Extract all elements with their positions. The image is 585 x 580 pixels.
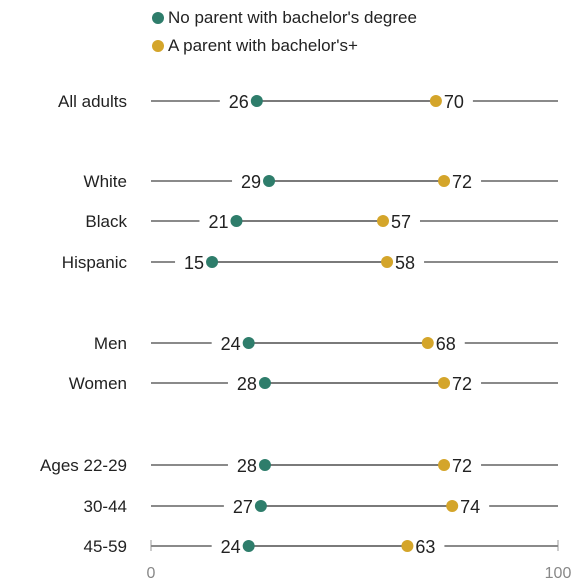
- value-label-no-parent: 15: [184, 253, 204, 273]
- dot-parent-bachelors: [438, 175, 451, 187]
- dot-no-parent: [242, 540, 255, 552]
- value-label-parent-bachelors: 58: [395, 253, 415, 273]
- legend-swatch-green: [152, 12, 164, 24]
- dot-no-parent: [250, 95, 263, 107]
- row-label: 45-59: [84, 537, 127, 556]
- value-label-no-parent: 27: [233, 497, 253, 517]
- dot-no-parent: [206, 256, 219, 268]
- row-label: Men: [94, 334, 127, 353]
- value-label-no-parent: 24: [221, 537, 241, 557]
- value-label-no-parent: 24: [221, 334, 241, 354]
- value-label-parent-bachelors: 72: [452, 374, 472, 394]
- value-label-parent-bachelors: 63: [415, 537, 435, 557]
- legend-label-parent-bachelors: A parent with bachelor's+: [168, 36, 358, 55]
- value-label-no-parent: 29: [241, 172, 261, 192]
- value-label-no-parent: 28: [237, 456, 257, 476]
- dot-no-parent: [242, 337, 255, 349]
- value-label-parent-bachelors: 57: [391, 212, 411, 232]
- dot-no-parent: [263, 175, 276, 187]
- row-label: Ages 22-29: [40, 456, 127, 475]
- row-label: White: [84, 172, 127, 191]
- value-label-no-parent: 26: [229, 92, 249, 112]
- value-label-parent-bachelors: 68: [436, 334, 456, 354]
- value-label-parent-bachelors: 70: [444, 92, 464, 112]
- row-label: All adults: [58, 92, 127, 111]
- dot-no-parent: [230, 215, 243, 227]
- x-tick-label-1: 100: [545, 565, 572, 580]
- value-label-parent-bachelors: 74: [460, 497, 480, 517]
- dot-parent-bachelors: [381, 256, 394, 268]
- dot-parent-bachelors: [401, 540, 414, 552]
- value-label-parent-bachelors: 72: [452, 172, 472, 192]
- x-tick-label-0: 0: [147, 565, 156, 580]
- legend-label-no-parent: No parent with bachelor's degree: [168, 8, 417, 27]
- row-label: Hispanic: [62, 253, 128, 272]
- dot-parent-bachelors: [421, 337, 434, 349]
- value-label-no-parent: 28: [237, 374, 257, 394]
- dot-parent-bachelors: [446, 500, 459, 512]
- row-label: 30-44: [84, 497, 127, 516]
- value-label-parent-bachelors: 72: [452, 456, 472, 476]
- legend-item-parent-bachelors: A parent with bachelor's+: [152, 36, 358, 56]
- row-label: Black: [85, 212, 127, 231]
- dot-parent-bachelors: [438, 459, 451, 471]
- value-label-no-parent: 21: [208, 212, 228, 232]
- row-label: Women: [69, 374, 127, 393]
- dot-parent-bachelors: [429, 95, 442, 107]
- dot-no-parent: [258, 459, 271, 471]
- legend-swatch-gold: [152, 40, 164, 52]
- dot-parent-bachelors: [376, 215, 389, 227]
- dot-parent-bachelors: [438, 377, 451, 389]
- legend-item-no-parent: No parent with bachelor's degree: [152, 8, 417, 28]
- dot-no-parent: [258, 377, 271, 389]
- dot-no-parent: [254, 500, 267, 512]
